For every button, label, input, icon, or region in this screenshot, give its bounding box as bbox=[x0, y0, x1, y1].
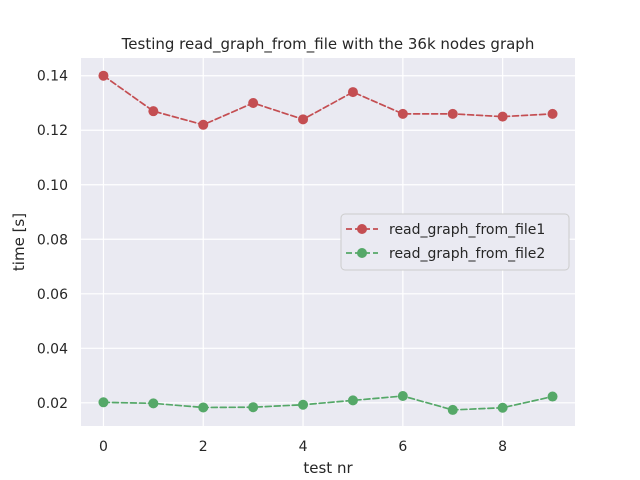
data-point-series2-2 bbox=[198, 402, 209, 413]
y-tick-label-2: 0.06 bbox=[37, 287, 68, 303]
data-point-series2-7 bbox=[447, 404, 458, 415]
y-tick-labels: 0.02 0.04 0.06 0.08 0.10 0.12 0.14 bbox=[37, 69, 68, 412]
x-tick-label-2: 4 bbox=[299, 439, 308, 455]
data-point-series1-1 bbox=[148, 106, 159, 117]
data-point-series1-9 bbox=[547, 108, 558, 119]
legend-label-read-graph-from-file2: read_graph_from_file2 bbox=[389, 246, 545, 262]
data-point-series2-0 bbox=[98, 397, 109, 408]
chart-title: Testing read_graph_from_file with the 36… bbox=[121, 35, 535, 54]
series-line-2 bbox=[102, 395, 554, 411]
data-point-series2-8 bbox=[497, 402, 508, 413]
data-point-series1-0 bbox=[98, 70, 109, 81]
x-tick-label-3: 6 bbox=[398, 439, 407, 455]
data-point-series1-6 bbox=[397, 108, 408, 119]
series-layer bbox=[98, 70, 558, 415]
y-tick-label-1: 0.04 bbox=[37, 341, 68, 357]
x-tick-labels: 0 2 4 6 8 bbox=[99, 439, 507, 455]
data-point-series1-5 bbox=[347, 87, 358, 98]
data-point-series1-8 bbox=[497, 111, 508, 122]
data-point-series2-1 bbox=[148, 398, 159, 409]
y-tick-label-4: 0.10 bbox=[37, 178, 68, 194]
data-point-series2-9 bbox=[547, 391, 558, 402]
x-tick-label-4: 8 bbox=[498, 439, 507, 455]
series-line-1 bbox=[102, 74, 554, 126]
y-axis-label: time [s] bbox=[10, 213, 28, 271]
data-point-series1-2 bbox=[198, 119, 209, 130]
data-point-series2-6 bbox=[397, 391, 408, 402]
y-tick-label-5: 0.12 bbox=[37, 123, 68, 139]
legend: read_graph_from_file1 read_graph_from_fi… bbox=[340, 213, 570, 271]
x-tick-label-0: 0 bbox=[99, 439, 108, 455]
legend-label-read-graph-from-file1: read_graph_from_file1 bbox=[389, 222, 545, 238]
y-tick-label-3: 0.08 bbox=[37, 232, 68, 248]
data-point-series1-7 bbox=[447, 108, 458, 119]
legend-box bbox=[340, 213, 570, 271]
data-point-series2-4 bbox=[298, 399, 309, 410]
y-tick-label-6: 0.14 bbox=[37, 69, 68, 85]
y-tick-label-0: 0.02 bbox=[37, 396, 68, 412]
data-point-series1-4 bbox=[298, 114, 309, 125]
legend-marker-read-graph-from-file1 bbox=[357, 224, 367, 234]
data-point-series2-5 bbox=[347, 395, 358, 406]
legend-marker-read-graph-from-file2 bbox=[357, 248, 367, 258]
x-tick-label-1: 2 bbox=[199, 439, 208, 455]
x-axis-label: test nr bbox=[303, 459, 353, 477]
data-point-series1-3 bbox=[248, 97, 259, 108]
data-point-series2-3 bbox=[248, 402, 259, 413]
